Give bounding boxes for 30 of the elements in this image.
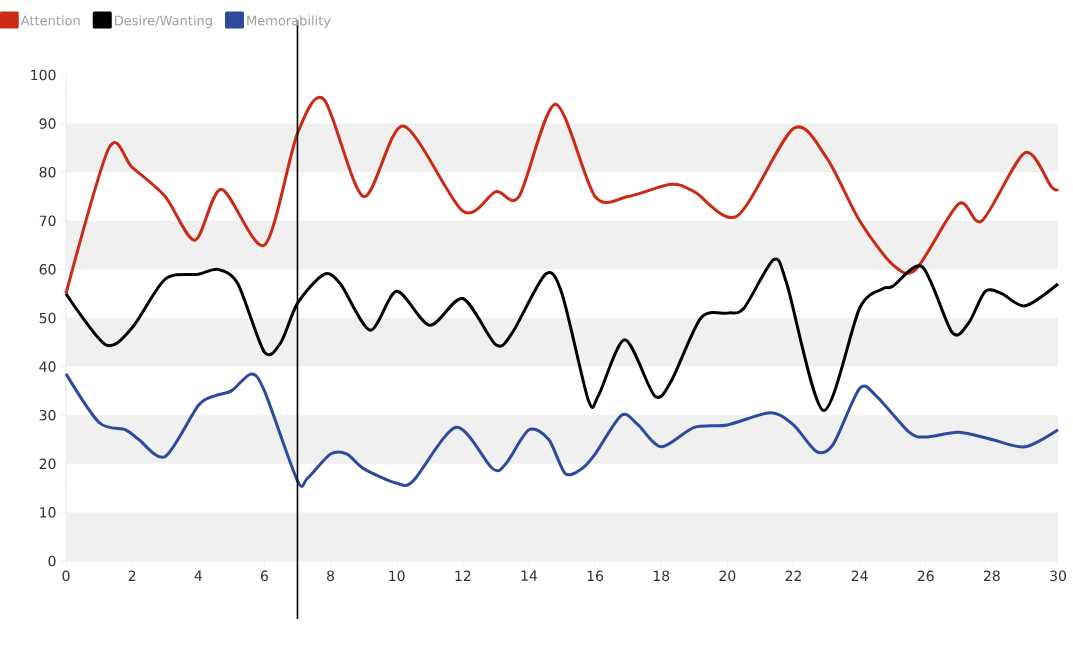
y-tick-label: 40 — [39, 361, 56, 372]
y-tick-label: 20 — [39, 458, 56, 470]
x-tick-label: 22 — [785, 570, 801, 581]
x-tick-label: 10 — [389, 570, 405, 582]
x-tick-label: 14 — [521, 570, 538, 581]
x-tick-label: 26 — [917, 570, 934, 582]
x-tick-label: 18 — [653, 570, 670, 582]
x-tick-label: 20 — [719, 570, 736, 582]
legend-label: Attention — [20, 15, 80, 26]
x-tick-label: 28 — [983, 570, 1000, 582]
x-tick-label: 30 — [1050, 570, 1066, 582]
x-tick-label: 4 — [194, 570, 202, 581]
legend-label: Memorability — [247, 15, 331, 28]
x-tick-label: 24 — [851, 570, 868, 581]
x-tick-label: 6 — [260, 570, 268, 582]
y-tick-label: 90 — [39, 118, 56, 129]
y-tick-label: 50 — [39, 312, 56, 324]
legend-label: Desire/Wanting — [115, 15, 212, 28]
y-tick-label: 70 — [39, 215, 56, 227]
x-tick-label: 2 — [128, 570, 136, 581]
y-tick-label: 0 — [48, 555, 56, 567]
x-tick-label: 8 — [327, 570, 335, 582]
y-tick-label: 100 — [31, 69, 56, 81]
y-tick-label: 60 — [39, 264, 56, 275]
y-tick-label: 10 — [40, 507, 56, 518]
x-tick-label: 12 — [455, 570, 471, 581]
y-tick-label: 80 — [39, 166, 56, 178]
x-tick-label: 0 — [62, 570, 70, 582]
y-tick-label: 30 — [39, 409, 56, 421]
x-tick-label: 16 — [587, 570, 604, 582]
